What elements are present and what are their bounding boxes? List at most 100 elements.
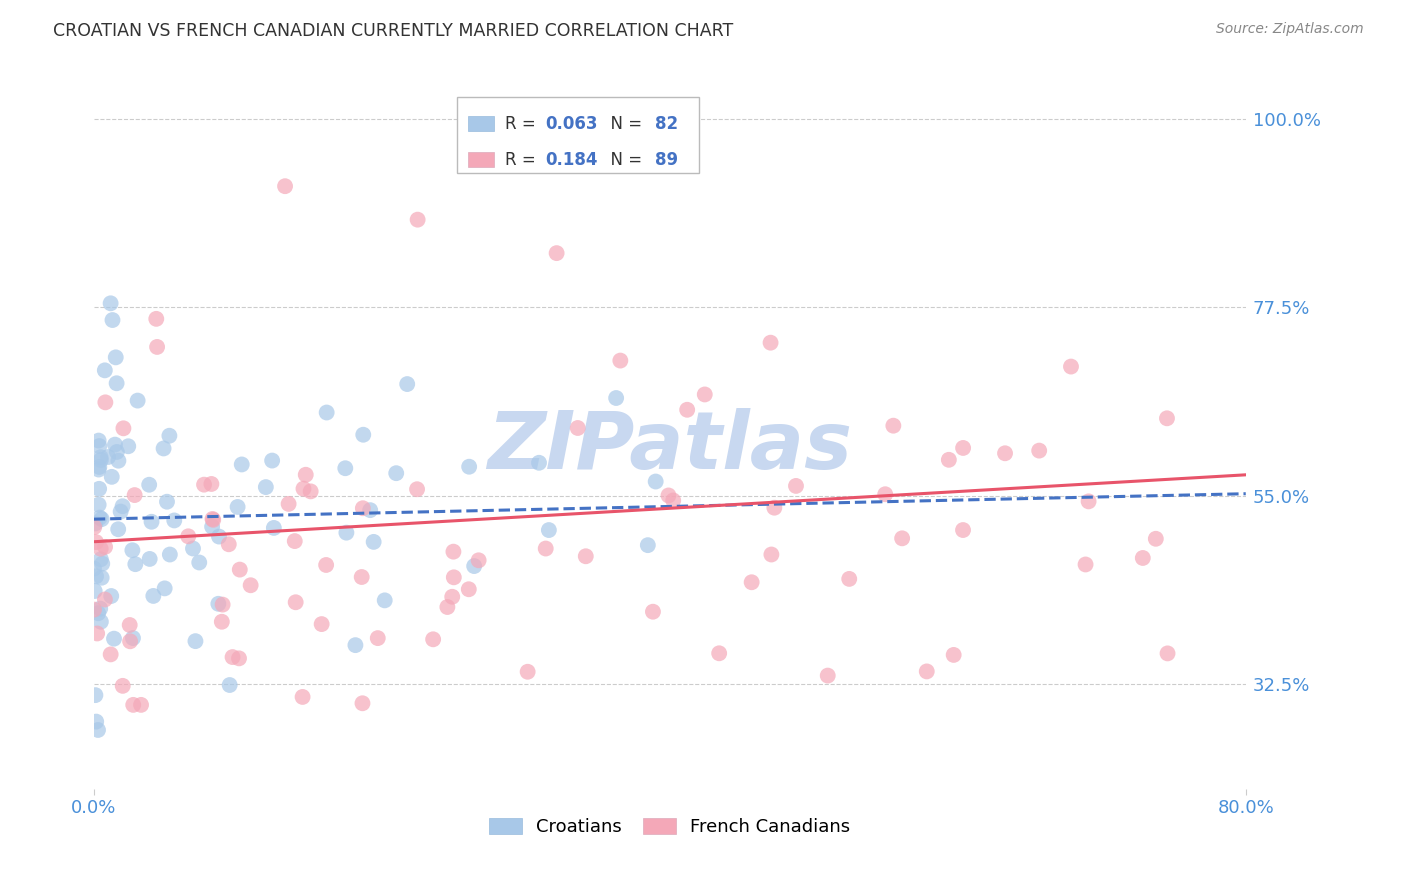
Point — [97, 450, 120, 464]
Point — [141, 515, 163, 529]
Point — [84, 535, 107, 549]
Point — [641, 605, 664, 619]
Point — [262, 453, 284, 467]
Point — [915, 665, 938, 679]
Point — [177, 529, 200, 543]
Point — [817, 668, 839, 682]
Point — [875, 487, 897, 501]
Point — [83, 584, 105, 599]
Point — [94, 540, 117, 554]
Point — [122, 631, 145, 645]
Point — [644, 475, 666, 489]
Point — [152, 442, 174, 456]
Point — [156, 494, 179, 508]
Point — [104, 351, 127, 365]
Point — [226, 500, 249, 514]
Point — [193, 477, 215, 491]
Point — [188, 556, 211, 570]
Point — [277, 497, 299, 511]
Point — [741, 575, 763, 590]
Point — [1028, 443, 1050, 458]
Point — [363, 534, 385, 549]
Text: R =: R = — [505, 114, 541, 133]
Point — [83, 520, 105, 534]
Point — [537, 523, 560, 537]
Point — [952, 441, 974, 455]
Point — [292, 482, 315, 496]
Point — [89, 460, 111, 475]
Point — [463, 559, 485, 574]
Point — [335, 525, 357, 540]
Point — [942, 648, 965, 662]
Point — [184, 634, 207, 648]
Point — [101, 313, 124, 327]
Point — [359, 503, 381, 517]
Point — [117, 439, 139, 453]
Text: 82: 82 — [655, 114, 678, 133]
Point — [94, 592, 117, 607]
Point — [211, 598, 233, 612]
Point — [91, 557, 114, 571]
Point — [239, 578, 262, 592]
Point — [90, 552, 112, 566]
Point — [457, 582, 479, 597]
Point — [284, 595, 307, 609]
Point — [221, 650, 243, 665]
Point — [157, 428, 180, 442]
Point — [127, 393, 149, 408]
Point — [83, 602, 105, 616]
Point — [707, 646, 730, 660]
Point — [385, 466, 408, 480]
Point — [159, 548, 181, 562]
Point — [90, 512, 112, 526]
Point — [94, 395, 117, 409]
Point — [201, 512, 224, 526]
Point — [458, 459, 481, 474]
Point — [637, 538, 659, 552]
Point — [443, 570, 465, 584]
Point — [87, 434, 110, 448]
Text: N =: N = — [599, 114, 647, 133]
Point — [527, 456, 550, 470]
Point — [90, 571, 112, 585]
Point — [84, 714, 107, 729]
Point — [89, 601, 111, 615]
Point — [228, 651, 250, 665]
Point — [254, 480, 277, 494]
Point — [575, 549, 598, 564]
Point — [211, 615, 233, 629]
Point — [200, 477, 222, 491]
Point — [938, 452, 960, 467]
Point — [291, 690, 314, 704]
Point — [1156, 646, 1178, 660]
FancyBboxPatch shape — [468, 116, 494, 131]
Point — [181, 541, 204, 556]
Point — [436, 600, 458, 615]
Point — [657, 488, 679, 502]
Point — [86, 626, 108, 640]
Point — [1060, 359, 1083, 374]
Point — [516, 665, 538, 679]
Point — [84, 688, 107, 702]
Point — [90, 453, 112, 467]
Point — [83, 561, 105, 575]
Point — [1156, 411, 1178, 425]
Point — [105, 445, 128, 459]
Point — [406, 212, 429, 227]
Text: N =: N = — [599, 151, 647, 169]
Point — [441, 544, 464, 558]
Point — [121, 543, 143, 558]
Point — [396, 377, 419, 392]
Point — [100, 648, 122, 662]
Point — [352, 696, 374, 710]
Point — [882, 418, 904, 433]
Point — [785, 479, 807, 493]
Text: CROATIAN VS FRENCH CANADIAN CURRENTLY MARRIED CORRELATION CHART: CROATIAN VS FRENCH CANADIAN CURRENTLY MA… — [53, 22, 734, 40]
Point — [546, 246, 568, 260]
Text: Source: ZipAtlas.com: Source: ZipAtlas.com — [1216, 22, 1364, 37]
Point — [124, 488, 146, 502]
Point — [145, 311, 167, 326]
Point — [609, 353, 631, 368]
Point — [676, 402, 699, 417]
Point — [111, 499, 134, 513]
